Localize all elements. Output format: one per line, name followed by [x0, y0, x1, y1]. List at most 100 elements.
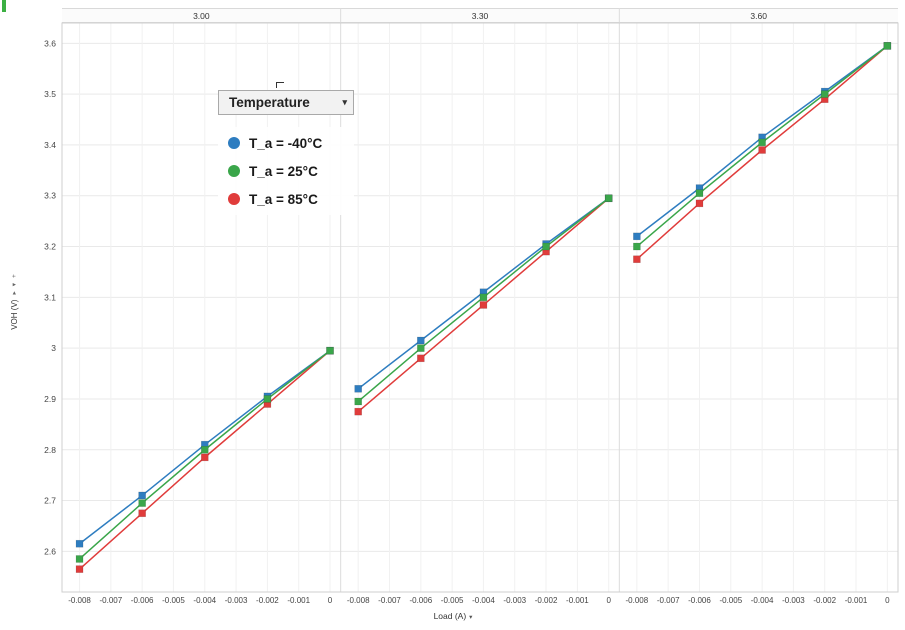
y-tick-label: 3.3: [44, 191, 56, 201]
data-point-marker[interactable]: [354, 407, 363, 416]
data-point-marker[interactable]: [479, 293, 488, 302]
x-tick-label: 0: [328, 596, 333, 605]
caret-mark: [276, 82, 284, 88]
data-point-marker[interactable]: [75, 565, 84, 573]
x-tick-label: 0: [885, 596, 890, 605]
x-tick-label: -0.008: [626, 596, 649, 605]
chevron-down-icon: ▾: [342, 97, 347, 107]
series-swatch-minus40: [228, 137, 240, 149]
x-tick-label: 0: [606, 596, 611, 605]
data-point-marker[interactable]: [479, 301, 488, 309]
y-tick-label: 2.9: [44, 394, 56, 404]
axis-caret-right-icon: ▸: [11, 291, 18, 295]
series-T_a=25°C: [354, 194, 613, 406]
data-point-marker[interactable]: [633, 242, 641, 251]
x-tick-label: -0.003: [503, 596, 526, 605]
x-tick-label: -0.007: [657, 596, 680, 605]
y-axis-label[interactable]: VOH (V) ▸ ▾ +: [7, 242, 21, 362]
legend-entry-label: T_a = 85°C: [249, 191, 318, 207]
series-swatch-25: [228, 165, 240, 177]
y-tick-label: 3.6: [44, 38, 56, 48]
data-point-marker[interactable]: [633, 255, 641, 264]
x-tick-label: -0.001: [845, 596, 868, 605]
y-tick-label: 2.8: [44, 445, 56, 455]
data-point-marker[interactable]: [417, 344, 425, 352]
x-tick-label: -0.004: [472, 596, 495, 605]
data-point-marker[interactable]: [75, 555, 84, 563]
text-cursor-mark: [2, 0, 6, 12]
facet-header-3.30: 3.30: [471, 10, 489, 21]
series-swatch-85: [228, 193, 240, 205]
data-point-marker[interactable]: [820, 90, 829, 98]
legend-entry-85[interactable]: T_a = 85°C: [222, 185, 350, 213]
y-tick-label: 3.4: [44, 140, 56, 150]
x-tick-label: -0.006: [688, 596, 711, 605]
legend-entry-minus40[interactable]: T_a = -40°C: [222, 129, 350, 157]
x-tick-label: -0.005: [441, 596, 464, 605]
x-axis-label-text: Load (A): [433, 611, 467, 621]
x-tick-label: -0.007: [378, 596, 401, 605]
axis-plus-icon: +: [10, 274, 18, 279]
data-point-marker[interactable]: [542, 242, 550, 251]
legend-entries: T_a = -40°C T_a = 25°C T_a = 85°C: [218, 127, 354, 215]
data-point-marker[interactable]: [75, 539, 84, 548]
x-tick-label: -0.005: [162, 596, 185, 605]
data-point-marker[interactable]: [417, 354, 425, 363]
series-T_a=25°C: [75, 346, 334, 563]
x-tick-label: -0.003: [782, 596, 805, 605]
legend-entry-label: T_a = -40°C: [249, 135, 323, 151]
data-point-marker[interactable]: [263, 395, 272, 403]
data-point-marker[interactable]: [695, 199, 704, 208]
data-point-marker[interactable]: [758, 138, 766, 147]
facet-header-3.60: 3.60: [750, 10, 767, 21]
data-point-marker[interactable]: [633, 232, 641, 241]
y-tick-label: 2.7: [44, 496, 56, 506]
plot-border: [61, 22, 899, 593]
x-tick-label: -0.006: [409, 596, 432, 605]
legend-title[interactable]: Temperature ▾: [218, 90, 354, 115]
data-point-marker[interactable]: [138, 491, 146, 500]
data-point-marker[interactable]: [354, 397, 363, 406]
y-axis-label-text: VOH (V): [9, 299, 19, 330]
axis-caret-down-icon: ▾: [469, 614, 473, 621]
series-T_a=85°C: [75, 346, 334, 573]
facet-header-3.00: 3.00: [193, 10, 210, 21]
legend: Temperature ▾ T_a = -40°C T_a = 25°C T_a…: [218, 90, 354, 215]
data-point-marker[interactable]: [417, 336, 425, 345]
y-tick-label: 3.1: [44, 292, 56, 302]
data-point-marker[interactable]: [200, 453, 209, 462]
x-tick-label: -0.007: [100, 596, 123, 605]
data-point-marker[interactable]: [758, 146, 766, 154]
x-tick-label: -0.004: [751, 596, 774, 605]
x-tick-label: -0.002: [256, 596, 279, 605]
y-tick-label: 3.5: [44, 89, 56, 99]
data-point-marker[interactable]: [138, 509, 146, 518]
series-T_a=25°C: [633, 42, 892, 251]
legend-title-label: Temperature: [229, 95, 310, 110]
legend-entry-label: T_a = 25°C: [249, 163, 318, 179]
data-point-marker[interactable]: [604, 194, 613, 203]
data-point-marker[interactable]: [354, 384, 363, 393]
x-tick-label: -0.001: [287, 596, 310, 605]
x-axis-label[interactable]: Load (A) ▾: [398, 611, 508, 621]
x-tick-label: -0.005: [719, 596, 742, 605]
x-tick-label: -0.002: [813, 596, 836, 605]
x-tick-label: -0.008: [68, 596, 91, 605]
data-point-marker[interactable]: [138, 499, 146, 507]
y-tick-label: 3.2: [44, 242, 56, 252]
data-point-marker[interactable]: [883, 42, 892, 50]
x-tick-label: -0.004: [193, 596, 216, 605]
data-point-marker[interactable]: [326, 346, 334, 355]
y-tick-label: 3: [51, 343, 56, 353]
legend-entry-25[interactable]: T_a = 25°C: [222, 157, 350, 185]
data-point-marker[interactable]: [695, 189, 704, 197]
x-tick-label: -0.003: [225, 596, 248, 605]
x-tick-label: -0.008: [347, 596, 370, 605]
y-tick-label: 2.6: [44, 546, 56, 556]
x-tick-label: -0.001: [566, 596, 589, 605]
x-tick-label: -0.006: [131, 596, 154, 605]
x-tick-label: -0.002: [535, 596, 558, 605]
data-point-marker[interactable]: [200, 445, 209, 454]
